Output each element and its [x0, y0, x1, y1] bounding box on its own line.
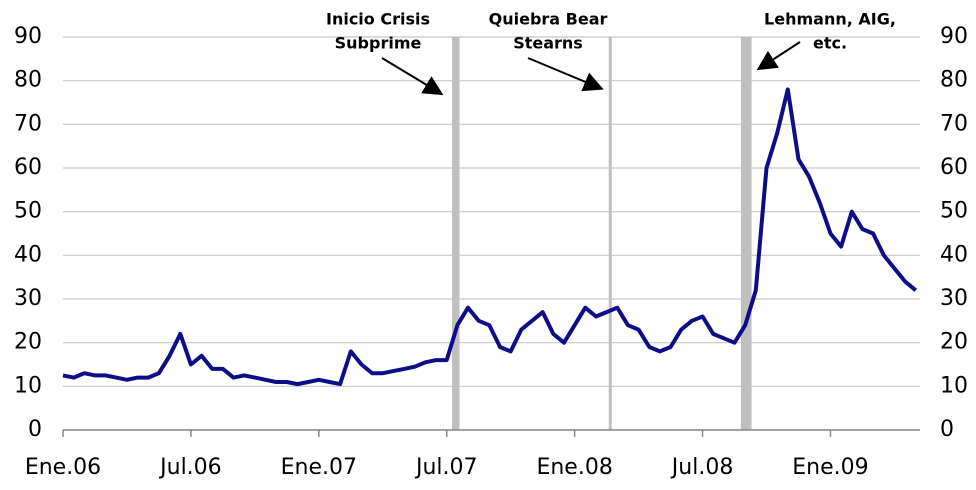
annotation: etc. [813, 34, 847, 53]
annotation: Lehmann, AIG, [764, 10, 896, 29]
y2-tick-label: 60 [940, 155, 968, 180]
x-tick-label: Ene.09 [792, 455, 868, 480]
y2-tick-label: 40 [940, 242, 968, 267]
y2-tick-label: 70 [940, 111, 968, 136]
x-tick-label: Ene.06 [25, 455, 101, 480]
x-tick-label: Jul.08 [670, 455, 734, 480]
annotation: Inicio Crisis [326, 10, 430, 29]
y-tick-label: 80 [14, 68, 42, 93]
x-tick-label: Ene.07 [281, 455, 357, 480]
y2-tick-label: 10 [940, 373, 968, 398]
x-tick-label: Jul.06 [158, 455, 222, 480]
series-line [62, 87, 917, 387]
event-band [608, 37, 612, 430]
x-tick-label: Jul.07 [414, 455, 478, 480]
y2-tick-label: 50 [940, 199, 968, 224]
y-tick-label: 20 [14, 330, 42, 355]
y-tick-label: 90 [14, 24, 42, 49]
annotation: Stearns [513, 34, 583, 53]
annotation-arrow [527, 57, 604, 92]
y2-tick-label: 20 [940, 330, 968, 355]
annotation: Quiebra Bear [489, 10, 608, 29]
annotation-arrow [381, 57, 444, 96]
y-tick-label: 60 [14, 155, 42, 180]
y2-tick-label: 0 [940, 417, 954, 442]
y-tick-label: 30 [14, 286, 42, 311]
y2-tick-label: 90 [940, 24, 968, 49]
x-tick-label: Ene.08 [536, 455, 612, 480]
y-tick-label: 40 [14, 242, 42, 267]
annotation-arrow [756, 41, 801, 71]
event-band [452, 37, 460, 430]
y-tick-label: 50 [14, 199, 42, 224]
event-band [740, 37, 752, 430]
y-tick-label: 70 [14, 111, 42, 136]
y-tick-label: 0 [28, 417, 42, 442]
y2-tick-label: 30 [940, 286, 968, 311]
y2-tick-label: 80 [940, 68, 968, 93]
annotation: Subprime [335, 34, 422, 53]
y-tick-label: 10 [14, 373, 42, 398]
